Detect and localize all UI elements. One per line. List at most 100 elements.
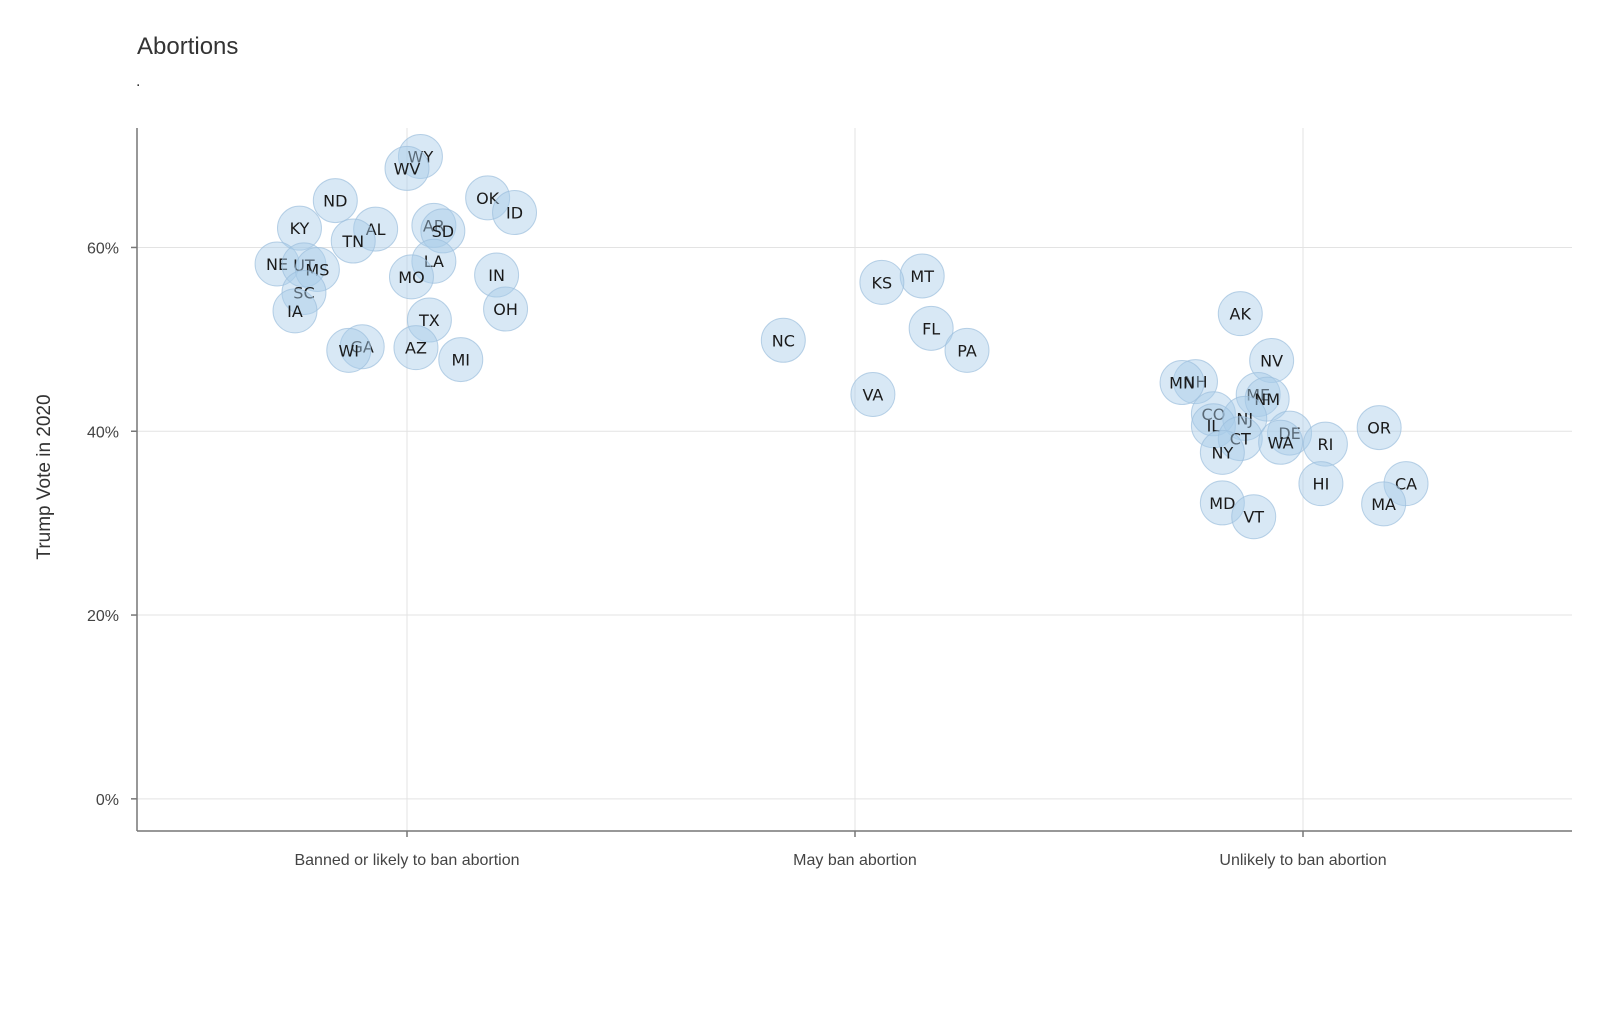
data-point-il: IL <box>1190 403 1236 449</box>
point-marker <box>1356 405 1402 451</box>
data-point-hi: HI <box>1298 461 1344 507</box>
point-label: GA <box>351 338 374 357</box>
data-point-oh: OH <box>483 286 529 332</box>
point-marker <box>1361 481 1407 527</box>
point-label: NM <box>1254 390 1280 409</box>
data-point-wi: WI <box>326 327 372 373</box>
point-label: ME <box>1246 385 1270 404</box>
point-marker <box>326 327 372 373</box>
point-marker <box>1222 395 1268 441</box>
point-label: WA <box>1268 433 1294 452</box>
point-marker <box>1298 461 1344 507</box>
point-label: MA <box>1371 495 1396 514</box>
point-marker <box>1199 429 1245 475</box>
point-label: VA <box>862 385 883 404</box>
data-point-al: AL <box>353 206 399 252</box>
point-marker <box>1267 410 1313 456</box>
data-point-sc: SC <box>281 269 327 315</box>
y-tick-label: 40% <box>87 424 119 441</box>
point-label: NC <box>772 331 795 350</box>
data-point-ny: NY <box>1199 429 1245 475</box>
point-marker <box>1159 360 1205 406</box>
point-label: AK <box>1230 305 1252 324</box>
point-label: KY <box>290 219 310 238</box>
point-label: SC <box>293 283 314 302</box>
point-label: NV <box>1260 351 1283 370</box>
point-label: MI <box>451 351 470 370</box>
data-point-me: ME <box>1235 371 1281 417</box>
point-marker <box>1302 421 1348 467</box>
data-point-mn: MN <box>1159 360 1205 406</box>
point-label: ID <box>506 204 523 223</box>
data-point-la: LA <box>411 238 457 284</box>
point-label: PA <box>957 341 977 360</box>
data-point-tx: TX <box>406 297 452 343</box>
data-point-vt: VT <box>1231 494 1277 540</box>
point-marker <box>1217 416 1263 462</box>
point-marker <box>393 325 439 371</box>
data-point-ca: CA <box>1383 461 1429 507</box>
point-label: NY <box>1211 443 1233 462</box>
point-marker <box>438 337 484 383</box>
point-marker <box>420 208 466 254</box>
data-point-ar: AR <box>411 202 457 248</box>
point-marker <box>1190 391 1236 437</box>
point-label: OR <box>1367 419 1391 438</box>
data-point-fl: FL <box>908 305 954 351</box>
gridlines <box>137 128 1572 831</box>
data-point-mo: MO <box>388 254 434 300</box>
point-label: MT <box>910 267 934 286</box>
point-label: SD <box>432 222 454 241</box>
y-tick-label: 0% <box>96 792 119 809</box>
point-marker <box>254 241 300 287</box>
x-tick-label: Unlikely to ban abortion <box>1219 852 1386 869</box>
point-label: ND <box>323 192 347 211</box>
data-point-wv: WV <box>384 145 430 191</box>
point-label: HI <box>1313 475 1330 494</box>
data-point-ia: IA <box>272 288 318 334</box>
y-tick-label: 60% <box>87 240 119 257</box>
point-marker <box>330 218 376 264</box>
y-tick-label: 20% <box>87 608 119 625</box>
point-marker <box>411 238 457 284</box>
point-label: KS <box>872 273 893 292</box>
point-marker <box>850 371 896 417</box>
point-label: IA <box>287 302 303 321</box>
point-marker <box>1249 337 1295 383</box>
point-label: MO <box>398 268 424 287</box>
point-marker <box>397 133 443 179</box>
data-point-ut: UT <box>281 242 327 288</box>
point-marker <box>276 205 322 251</box>
point-marker <box>312 178 358 224</box>
point-marker <box>465 175 511 221</box>
point-marker <box>1258 419 1304 465</box>
point-label: MN <box>1169 374 1195 393</box>
point-marker <box>944 327 990 373</box>
point-label: CA <box>1395 475 1417 494</box>
point-marker <box>384 145 430 191</box>
point-marker <box>1199 480 1245 526</box>
point-label: NH <box>1183 373 1207 392</box>
data-point-ms: MS <box>294 247 340 293</box>
point-marker <box>353 206 399 252</box>
data-point-ks: KS <box>859 259 905 305</box>
data-point-pa: PA <box>944 327 990 373</box>
data-point-nm: NM <box>1244 376 1290 422</box>
data-point-nj: NJ <box>1222 395 1268 441</box>
point-label: OK <box>476 189 500 208</box>
point-label: AR <box>423 216 445 235</box>
point-marker <box>272 288 318 334</box>
data-point-va: VA <box>850 371 896 417</box>
data-point-wa: WA <box>1258 419 1304 465</box>
point-label: NJ <box>1236 409 1253 428</box>
point-marker <box>492 190 538 236</box>
point-marker <box>859 259 905 305</box>
point-label: IN <box>488 266 505 285</box>
point-label: AZ <box>405 339 427 358</box>
point-label: FL <box>922 319 940 338</box>
data-point-ok: OK <box>465 175 511 221</box>
data-point-nd: ND <box>312 178 358 224</box>
point-label: MS <box>305 261 329 280</box>
